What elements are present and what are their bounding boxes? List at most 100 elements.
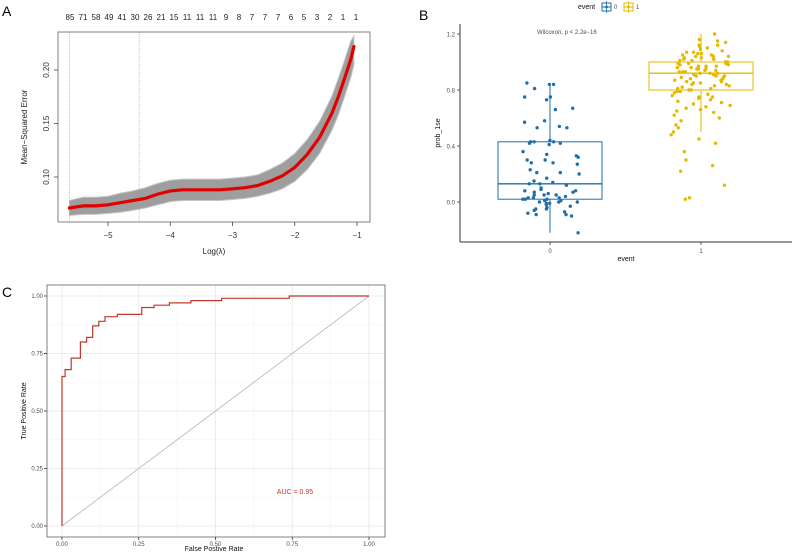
b-point-1 (680, 85, 684, 89)
b-x-tick-label: 1 (699, 249, 703, 255)
a-x-axis-title: Log(λ) (203, 247, 226, 256)
b-y-tick-label: 1.2 (447, 33, 456, 39)
b-point-1 (708, 71, 712, 75)
b-point-0 (543, 158, 547, 162)
a-top-count-label: 71 (79, 13, 88, 22)
b-point-0 (532, 86, 537, 91)
b-point-0 (532, 193, 536, 197)
b-point-1 (685, 79, 689, 84)
b-point-1 (712, 57, 716, 61)
b-point-0 (565, 126, 569, 130)
b-point-0 (527, 182, 531, 186)
b-point-0 (523, 197, 528, 201)
b-point-1 (706, 92, 710, 96)
b-point-0 (576, 231, 580, 235)
b-point-1 (673, 78, 677, 82)
b-point-1 (677, 70, 681, 74)
b-point-1 (689, 88, 693, 92)
a-x-tick-label: −5 (103, 231, 113, 240)
b-point-1 (699, 51, 703, 56)
b-y-tick-label: 0.4 (447, 145, 456, 151)
a-x-axis: −5 −4 −3 −2 −1 (103, 222, 362, 240)
a-top-count-label: 58 (92, 13, 101, 22)
b-point-1 (679, 119, 683, 123)
b-point-0 (535, 170, 539, 175)
b-point-1 (687, 196, 692, 200)
a-top-count-label: 11 (209, 13, 218, 22)
b-point-0 (539, 187, 543, 192)
b-point-1 (710, 163, 715, 168)
b-point-1 (683, 197, 687, 201)
c-auc-annotation: AUC = 0.95 (277, 489, 313, 496)
b-point-1 (720, 49, 724, 53)
b-point-0 (548, 201, 552, 206)
c-x-tick-label: 0.50 (210, 542, 222, 548)
b-point-1 (696, 64, 701, 68)
b-point-0 (551, 82, 556, 87)
a-top-count-label: 11 (183, 13, 192, 22)
b-point-0 (576, 155, 580, 159)
b-point-0 (547, 82, 552, 87)
a-y-axis: 0.10 0.15 0.20 (42, 62, 58, 185)
b-point-0 (537, 200, 542, 204)
b-point-0 (546, 191, 550, 196)
a-x-tick-label: −4 (166, 231, 176, 240)
b-point-0 (526, 211, 530, 215)
b-point-1 (697, 37, 702, 42)
panel-label-c: C (2, 284, 12, 300)
c-curves (61, 295, 370, 527)
b-point-0 (558, 170, 562, 175)
a-plot-frame (57, 31, 371, 223)
b-point-1 (684, 50, 689, 54)
b-point-1 (670, 93, 674, 98)
a-top-count-label: 1 (341, 13, 346, 22)
a-lambda-lines (69, 32, 140, 222)
b-point-1 (669, 133, 673, 137)
b-point-0 (562, 210, 567, 214)
b-y-tick-label: 0.0 (447, 201, 456, 207)
b-point-1 (693, 54, 698, 59)
b-point-0 (521, 197, 525, 201)
b-point-0 (575, 200, 579, 204)
b-point-1 (684, 106, 688, 110)
b-point-1 (712, 110, 716, 115)
b-point-1 (722, 183, 727, 187)
b-point-0 (522, 120, 527, 124)
a-top-count-label: 26 (144, 13, 153, 22)
b-point-0 (544, 98, 549, 102)
b-point-1 (698, 47, 703, 52)
b-point-1 (708, 98, 713, 102)
a-top-count-label: 30 (131, 13, 140, 22)
b-point-0 (544, 207, 549, 211)
a-top-count-label: 7 (250, 13, 255, 22)
a-y-tick-label: 0.15 (42, 115, 51, 131)
panel-b-boxplot: event 0 1 Wilcoxon, p < 2.2e−16 0.00.40.… (435, 1, 792, 263)
c-y-tick-label: 0.00 (31, 524, 43, 530)
b-point-0 (557, 196, 561, 200)
b-point-1 (719, 100, 724, 105)
b-point-1 (727, 84, 731, 88)
b-point-0 (532, 190, 536, 194)
b-point-0 (528, 168, 532, 172)
b-point-1 (682, 57, 686, 61)
a-top-count-label: 7 (276, 13, 281, 22)
b-point-1 (698, 71, 702, 75)
b-point-0 (542, 193, 546, 197)
b-point-0 (526, 196, 530, 200)
b-y-axis-title: prob_1se (435, 118, 442, 147)
a-mean-curve (67, 44, 356, 210)
b-point-0 (573, 189, 578, 193)
b-point-0 (558, 141, 562, 145)
b-point-0 (551, 180, 555, 185)
b-point-1 (698, 44, 702, 49)
b-point-0 (551, 161, 555, 165)
b-point-1 (703, 68, 707, 73)
a-top-count-label: 3 (315, 13, 320, 22)
b-point-1 (676, 99, 680, 103)
b-point-1 (678, 58, 682, 63)
b-point-1 (672, 113, 676, 117)
b-point-1 (704, 64, 708, 68)
b-point-0 (542, 119, 547, 123)
c-x-tick-label: 0.00 (56, 542, 68, 548)
